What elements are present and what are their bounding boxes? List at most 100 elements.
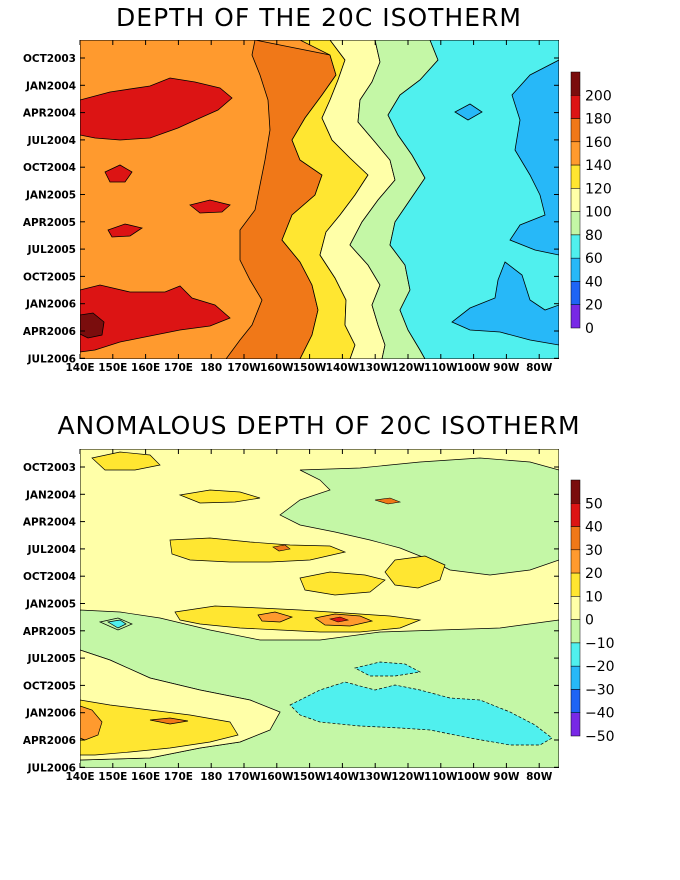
x-tick-label: 80W [526, 362, 553, 374]
band-neg10-20-mid [354, 661, 422, 677]
colorbar-label: −20 [585, 659, 615, 675]
band-160-180-mid2 [189, 199, 231, 214]
band-10-20-sw2 [80, 699, 239, 756]
x-tick-label: 150W [293, 362, 327, 374]
y-tick-label: JUL2005 [27, 244, 76, 256]
colorbar-swatch [570, 642, 581, 667]
colorbar-label: −40 [585, 706, 615, 722]
colorbar-swatch [570, 479, 581, 504]
x-tick-label: 120W [391, 362, 425, 374]
x-tick-label: 140E [65, 362, 94, 374]
band-180-200 [80, 312, 105, 339]
band-20-30-a [257, 611, 294, 623]
colorbar-swatch [570, 188, 581, 212]
colorbar-label: 60 [585, 251, 603, 267]
x-tick-label: 160W [260, 771, 294, 783]
colorbar-swatch [570, 211, 581, 236]
y-tick-label: OCT2005 [23, 271, 76, 283]
colorbar-label: 20 [585, 566, 603, 582]
colorbar-swatch [570, 572, 581, 597]
band-10-20-north [91, 451, 161, 471]
colorbar-swatch [570, 118, 581, 143]
band-20-30-d [374, 497, 402, 505]
y-tick-label: JAN2004 [25, 80, 76, 92]
x-tick-label: 110W [424, 362, 458, 374]
colorbar-2: 50 40 30 20 10 0 −10 −20 −30 −40 −50 [570, 479, 615, 745]
y-tick-label: JUL2005 [27, 653, 76, 665]
band-160-180-south [80, 284, 231, 353]
y-tick-label: JAN2005 [25, 599, 76, 611]
colorbar-swatch [570, 71, 581, 96]
panel-depth-20c: DEPTH OF THE 20C ISOTHERM [23, 3, 612, 374]
colorbar-label: 10 [585, 589, 603, 605]
chart-title-2: ANOMALOUS DEPTH OF 20C ISOTHERM [57, 411, 580, 440]
band-neg10-20-spot [107, 619, 127, 629]
y-tick-label: APR2006 [23, 326, 76, 338]
y-tick-label: APR2004 [23, 108, 76, 120]
band-20-40-small [454, 103, 483, 121]
x-tick-label: 170E [164, 362, 193, 374]
band-30-40-a [328, 616, 350, 623]
colorbar-label: 50 [585, 496, 603, 512]
band-10-20-d [384, 555, 446, 589]
colorbar-swatch [570, 549, 581, 574]
x-tick-label: 120W [391, 771, 425, 783]
colorbar-label: 120 [585, 181, 612, 197]
band-20-30-left [80, 705, 103, 741]
band-20-30-c [272, 544, 291, 552]
band-10-20-a [178, 489, 261, 504]
colorbar-swatch [570, 596, 581, 620]
y-tick-label: OCT2003 [23, 53, 76, 65]
y-tick-label: JUL2004 [27, 135, 76, 147]
chart-title: DEPTH OF THE 20C ISOTHERM [116, 3, 522, 32]
x-tick-label: 90W [493, 362, 520, 374]
colorbar-swatch [570, 95, 581, 119]
colorbar-swatch [570, 665, 581, 690]
x-tick-label: 80W [526, 771, 553, 783]
colorbar-swatch [570, 281, 581, 305]
band-160-180-mid1 [104, 164, 133, 183]
x-tick-label: 150E [98, 362, 127, 374]
colorbar-swatch [570, 164, 581, 189]
band-10-20-e [174, 605, 422, 633]
x-tick-label: 180 [200, 771, 222, 783]
colorbar-swatch [570, 304, 581, 329]
band-10-20-c [299, 571, 386, 596]
y-tick-label: OCT2004 [23, 162, 76, 174]
colorbar-label: 200 [585, 88, 612, 104]
x-tick-label: 160W [260, 362, 294, 374]
colorbar-label: 20 [585, 298, 603, 314]
x-tick-label: 140E [65, 771, 94, 783]
y-tick-label: APR2006 [23, 735, 76, 747]
band-20-40-south [451, 261, 559, 346]
colorbar-label: 160 [585, 135, 612, 151]
y-tick-label: JAN2006 [25, 708, 76, 720]
colorbar-label: −10 [585, 636, 615, 652]
x-tick-label: 170W [227, 362, 261, 374]
colorbar-label: 140 [585, 158, 612, 174]
colorbar-swatch [570, 234, 581, 259]
y-tick-label: JAN2004 [25, 489, 76, 501]
x-tick-label: 150E [98, 771, 127, 783]
y-tick-label: JUL2006 [27, 353, 76, 365]
y-tick-label: JUL2006 [27, 762, 76, 774]
x-tick-label: 170W [227, 771, 261, 783]
x-tick-label: 130W [358, 362, 392, 374]
y-tick-label: JAN2006 [25, 299, 76, 311]
band-160-180-mid3 [107, 223, 143, 238]
y-tick-label: APR2005 [23, 217, 76, 229]
colorbar-label: 180 [585, 112, 612, 128]
colorbar-label: −30 [585, 682, 615, 698]
colorbar-label: −50 [585, 729, 615, 745]
colorbar-label: 100 [585, 205, 612, 221]
x-tick-label: 100W [457, 362, 491, 374]
x-ticks-2: 140E 150E 160E 170E 180 170W 160W 150W 140W 130W 1… [65, 449, 553, 783]
colorbar-label: 0 [585, 321, 594, 337]
x-tick-label: 160E [131, 771, 160, 783]
panel-anomalous-depth: ANOMALOUS DEPTH OF 20C ISOTHERM [23, 411, 615, 783]
y-tick-label: APR2005 [23, 626, 76, 638]
anomaly-field [80, 449, 559, 768]
x-tick-label: 140W [326, 362, 360, 374]
